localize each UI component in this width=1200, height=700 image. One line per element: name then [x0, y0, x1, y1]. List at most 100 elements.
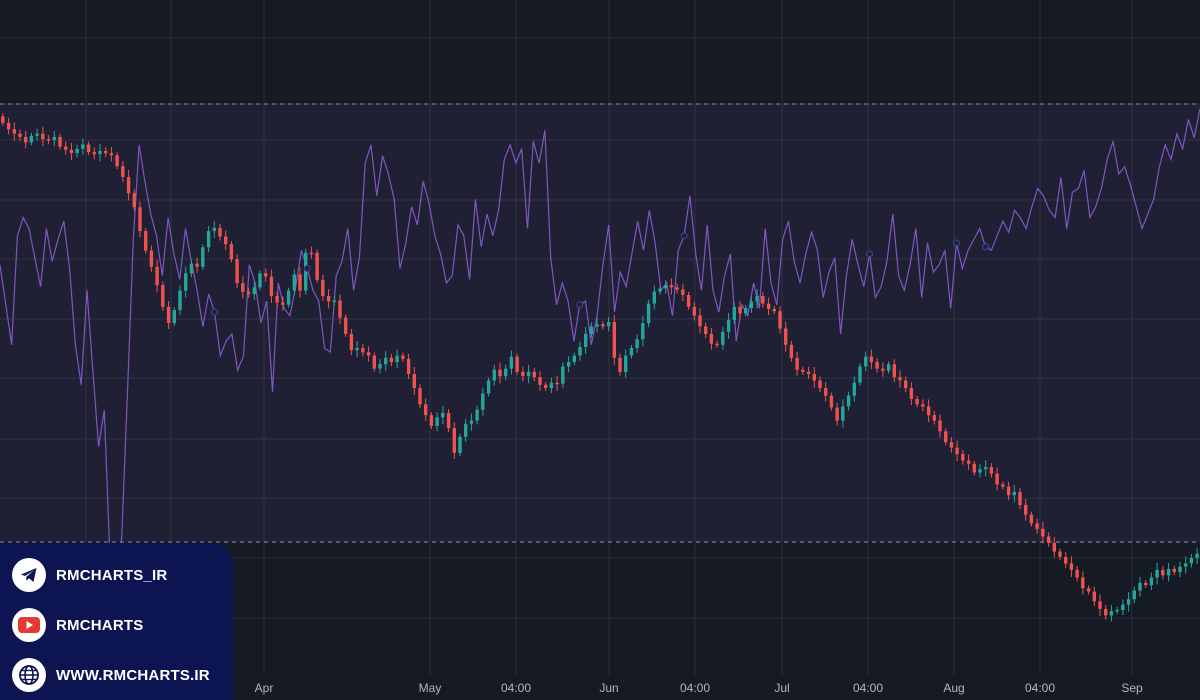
- candle-body: [64, 146, 68, 150]
- candle-body: [904, 380, 908, 389]
- candle-body: [881, 368, 885, 371]
- x-tick-label: 04:00: [680, 681, 710, 695]
- candle-body: [515, 356, 519, 372]
- candle-body: [52, 136, 56, 141]
- x-tick-label: May: [419, 681, 442, 695]
- candle-body: [532, 371, 536, 378]
- youtube-handle: RMCHARTS: [56, 616, 144, 634]
- candle-body: [46, 139, 51, 141]
- candle-body: [315, 252, 319, 280]
- pivot-marker: [576, 301, 584, 309]
- candle-body: [538, 377, 542, 385]
- x-tick-label: 04:00: [1025, 681, 1055, 695]
- candle-body: [41, 133, 45, 140]
- candle-body: [1064, 557, 1068, 564]
- watermark-badge: RMCHARTS_IR RMCHARTS WWW.RMCHARTS.IR: [0, 543, 233, 700]
- candle-body: [629, 348, 634, 356]
- candle-body: [138, 207, 142, 232]
- candle-body: [155, 266, 159, 286]
- telegram-handle: RMCHARTS_IR: [56, 566, 168, 584]
- pivot-marker: [680, 232, 688, 240]
- candle-body: [864, 356, 868, 367]
- candle-body: [949, 442, 954, 448]
- candle-body: [669, 285, 674, 288]
- candle-body: [1115, 610, 1119, 612]
- candle-body: [521, 371, 525, 377]
- candle-body: [1126, 599, 1131, 605]
- x-tick-label: Apr: [255, 681, 274, 695]
- candle-body: [1006, 486, 1011, 496]
- candle-body: [35, 133, 39, 136]
- candle-body: [401, 355, 405, 359]
- candle-body: [24, 136, 28, 143]
- candle-body: [652, 291, 656, 304]
- candle-body: [195, 263, 199, 267]
- candle-body: [344, 317, 348, 334]
- candle-body: [738, 306, 742, 314]
- website-row: WWW.RMCHARTS.IR: [12, 658, 210, 692]
- oscillator-line: [0, 108, 1200, 596]
- candle-body: [761, 296, 765, 304]
- candle-body: [229, 244, 234, 260]
- candle-body: [1, 116, 5, 123]
- candle-body: [784, 328, 788, 345]
- telegram-row: RMCHARTS_IR: [12, 558, 167, 592]
- candle-body: [704, 326, 708, 334]
- candle-body: [709, 333, 714, 344]
- candle-body: [332, 300, 336, 302]
- candle-body: [869, 356, 874, 363]
- candle-body: [595, 324, 599, 327]
- candle-body: [566, 362, 571, 367]
- candle-body: [389, 357, 394, 363]
- candle-body: [469, 420, 474, 424]
- candle-body: [909, 388, 914, 399]
- candle-body: [149, 250, 154, 267]
- candle-body: [458, 436, 462, 453]
- candle-body: [286, 290, 291, 305]
- candle-body: [664, 285, 668, 289]
- candle-body: [269, 276, 274, 297]
- candle-body: [1029, 514, 1034, 524]
- candle-body: [932, 415, 936, 421]
- candle-body: [544, 384, 548, 388]
- candle-body: [646, 303, 651, 324]
- candle-body: [258, 273, 262, 288]
- candle-body: [755, 296, 759, 302]
- candle-body: [1172, 568, 1176, 573]
- candle-body: [749, 301, 754, 308]
- candle-body: [744, 308, 748, 314]
- candle-body: [246, 291, 251, 294]
- pivot-marker: [866, 250, 874, 258]
- candle-body: [81, 144, 85, 149]
- oscillator-band: [0, 104, 1200, 542]
- candle-body: [1081, 577, 1085, 589]
- candle-body: [29, 135, 34, 143]
- vertical-gridlines: [85, 0, 1133, 675]
- candle-body: [1058, 551, 1062, 557]
- candle-body: [555, 382, 559, 385]
- candle-body: [995, 473, 999, 485]
- candle-body: [795, 357, 799, 370]
- pivot-marker: [982, 243, 989, 251]
- candle-body: [732, 306, 736, 320]
- candle-body: [915, 398, 919, 405]
- candle-body: [1069, 563, 1074, 570]
- candle-body: [115, 155, 119, 167]
- candle-body: [464, 423, 468, 437]
- candle-body: [355, 348, 359, 351]
- pivot-marker: [211, 308, 218, 316]
- candle-body: [1149, 577, 1154, 586]
- candle-body: [635, 339, 639, 348]
- candle-body: [1189, 558, 1194, 564]
- youtube-row: RMCHARTS: [12, 608, 143, 642]
- candle-body: [686, 295, 691, 307]
- candle-body: [321, 279, 325, 296]
- candle-body: [126, 177, 131, 194]
- candle-body: [1018, 492, 1022, 505]
- candle-body: [1166, 568, 1171, 576]
- x-tick-label: Jun: [599, 681, 618, 695]
- candlestick-series: [1, 113, 1199, 622]
- candle-body: [898, 377, 902, 381]
- candle-body: [361, 348, 365, 353]
- candle-body: [264, 273, 268, 277]
